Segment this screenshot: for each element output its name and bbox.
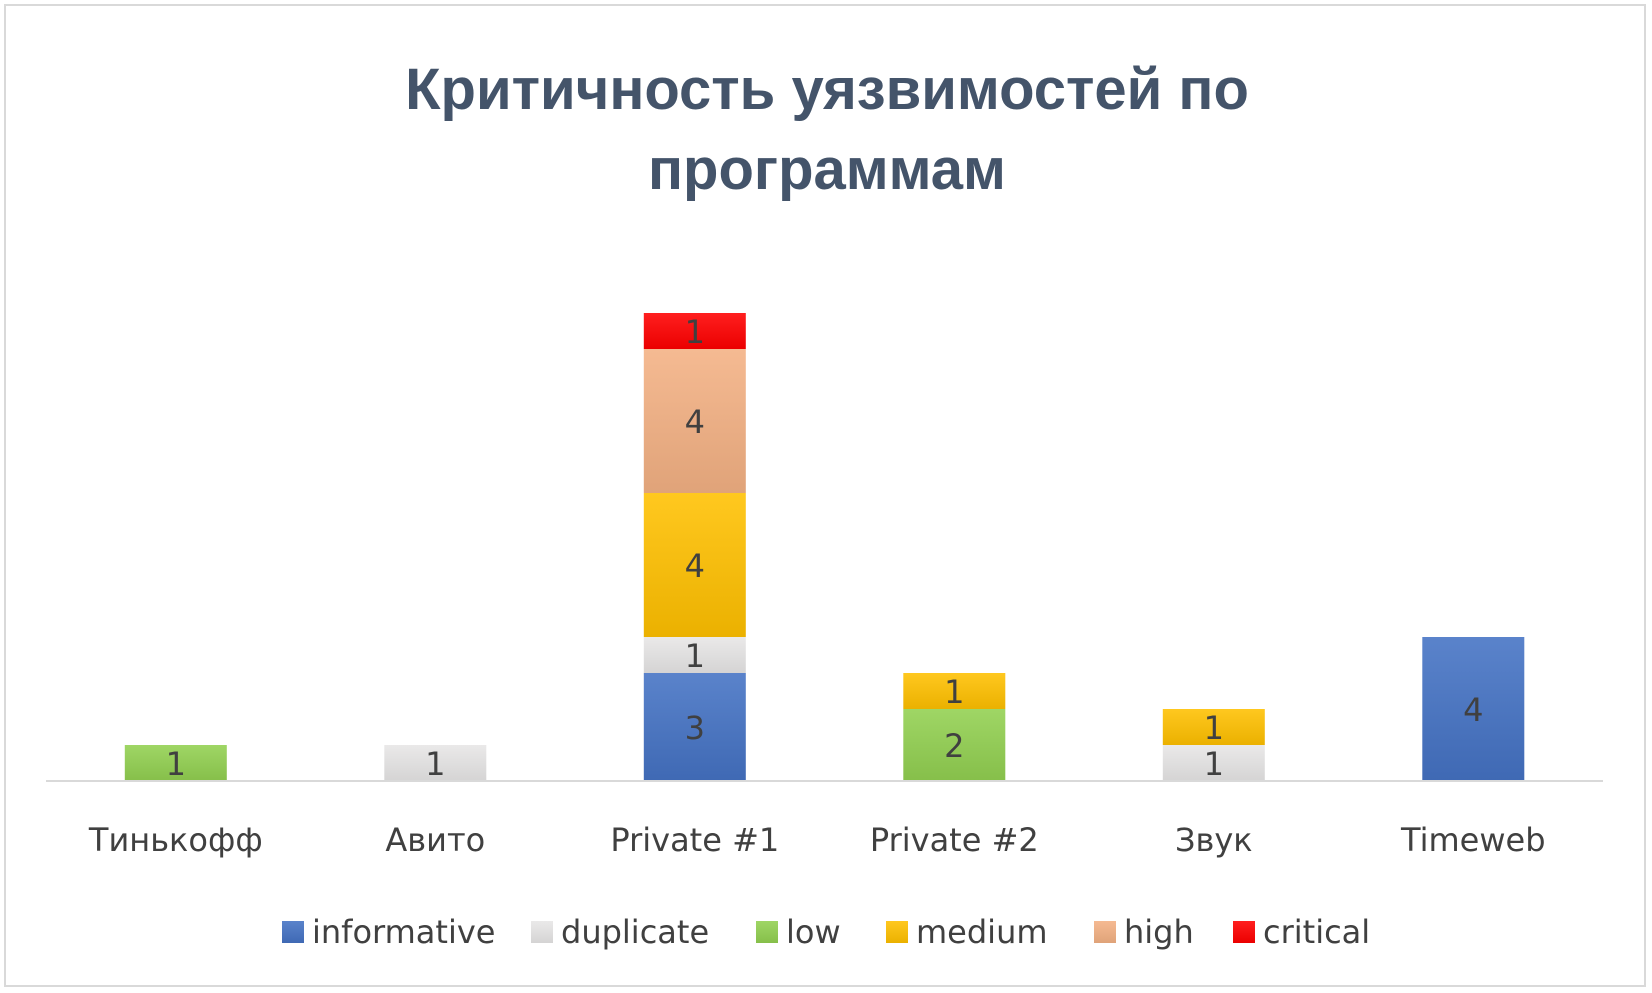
legend-swatch-medium <box>886 921 908 943</box>
data-label-informative-2: 3 <box>685 709 705 747</box>
data-label-low-3: 2 <box>944 727 964 765</box>
legend-item-medium: medium <box>886 913 1048 951</box>
legend-swatch-informative <box>282 921 304 943</box>
chart-title: Критичность уязвимостей по программам <box>405 57 1249 202</box>
legend-label-medium: medium <box>916 913 1048 951</box>
data-label-medium-3: 1 <box>944 673 964 711</box>
legend-label-low: low <box>786 913 841 951</box>
legend-swatch-low <box>756 921 778 943</box>
legend-item-critical: critical <box>1233 913 1370 951</box>
category-label-2: Private #1 <box>610 821 779 859</box>
bar-informative-2 <box>643 673 746 781</box>
bar-duplicate-1 <box>384 745 487 781</box>
data-label-duplicate-2: 1 <box>685 637 705 675</box>
legend-label-duplicate: duplicate <box>561 913 709 951</box>
category-label-0: Тинькофф <box>88 821 263 859</box>
bar-duplicate-4 <box>1162 745 1265 781</box>
bar-low-0 <box>124 745 227 781</box>
data-label-duplicate-1: 1 <box>425 745 445 783</box>
data-label-critical-2: 1 <box>685 313 705 351</box>
legend-item-low: low <box>756 913 841 951</box>
bar-medium-2 <box>643 493 746 637</box>
legend-swatch-critical <box>1233 921 1255 943</box>
bar-low-3 <box>903 709 1006 781</box>
category-label-5: Timeweb <box>1400 821 1545 859</box>
category-label-4: Звук <box>1175 821 1253 859</box>
bar-medium-4 <box>1162 709 1265 745</box>
data-label-medium-2: 4 <box>685 547 705 585</box>
legend-label-informative: informative <box>312 913 495 951</box>
bar-informative-5 <box>1422 637 1525 781</box>
bar-high-2 <box>643 349 746 493</box>
bar-critical-2 <box>643 313 746 349</box>
data-label-duplicate-4: 1 <box>1204 745 1224 783</box>
chart-title-line-1: Критичность уязвимостей по <box>405 57 1249 122</box>
data-label-low-0: 1 <box>166 745 186 783</box>
legend: informative duplicate low medium high critica… <box>282 913 1370 951</box>
legend-swatch-duplicate <box>531 921 553 943</box>
data-label-medium-4: 1 <box>1204 709 1224 747</box>
category-label-1: Авито <box>385 821 485 859</box>
category-label-3: Private #2 <box>870 821 1039 859</box>
data-label-informative-5: 4 <box>1463 691 1483 729</box>
data-label-high-2: 4 <box>685 403 705 441</box>
legend-swatch-high <box>1094 921 1116 943</box>
legend-item-informative: informative <box>282 913 495 951</box>
chart-title-line-2: программам <box>648 137 1006 202</box>
legend-item-duplicate: duplicate <box>531 913 709 951</box>
legend-label-critical: critical <box>1263 913 1370 951</box>
bar-medium-3 <box>903 673 1006 709</box>
legend-label-high: high <box>1124 913 1194 951</box>
category-axis-labels: Тинькофф Авито Private #1 Private #2 Звук Tim… <box>88 821 1546 859</box>
bar-duplicate-2 <box>643 637 746 673</box>
legend-item-high: high <box>1094 913 1194 951</box>
